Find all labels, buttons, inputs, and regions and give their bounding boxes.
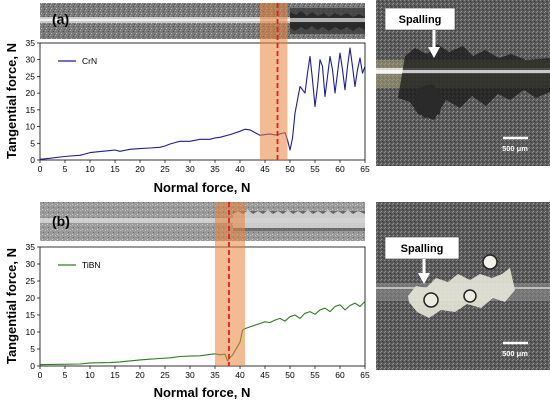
- x-tick-label: 45: [260, 370, 270, 380]
- x-tick-label: 55: [310, 370, 320, 380]
- plot-area-a: CrN 0 5 10 15 20 25 30 35 40 45 50 55 60 65 0 5 10 15 20 25 3…: [26, 38, 370, 174]
- y-tick-label: 5: [30, 344, 35, 354]
- x-tick-label: 30: [185, 370, 195, 380]
- y-tick-label: 35: [26, 38, 36, 48]
- x-tick-label: 10: [85, 164, 95, 174]
- y-tick-label: 15: [26, 310, 36, 320]
- x-tick-label: 60: [335, 164, 345, 174]
- legend-label-tibn: TiBN: [82, 260, 101, 270]
- critical-load-band-a: [260, 3, 288, 160]
- x-tick-label: 5: [63, 370, 68, 380]
- x-tick-label: 65: [360, 370, 370, 380]
- x-tick-label: 25: [160, 164, 170, 174]
- panel-label-b: (b): [52, 213, 70, 229]
- x-tick-label: 55: [310, 164, 320, 174]
- scratch-track-a: [40, 3, 365, 39]
- x-tick-label: 5: [63, 164, 68, 174]
- y-axis-label-a: Tangential force, N: [4, 43, 19, 159]
- micrograph-a: Spalling 500 μm: [376, 0, 550, 166]
- x-axis-label-a: Normal force, N: [154, 180, 251, 195]
- y-tick-label: 15: [26, 105, 36, 115]
- legend-label-crn: CrN: [82, 56, 97, 66]
- x-tick-label: 20: [135, 164, 145, 174]
- x-tick-label: 0: [38, 164, 43, 174]
- scale-bar-label-a: 500 μm: [502, 144, 528, 153]
- y-tick-label: 5: [30, 138, 35, 148]
- y-tick-label: 20: [26, 88, 36, 98]
- x-tick-label: 65: [360, 164, 370, 174]
- panel-a: (a) CrN 0 5 10 15 20 25 30 35 40 45 50 55 60 65 0 5 10 15 2…: [4, 0, 550, 195]
- x-tick-label: 0: [38, 370, 43, 380]
- panel-label-a: (a): [52, 11, 69, 27]
- y-tick-label: 20: [26, 293, 36, 303]
- spalling-label-b: Spalling: [401, 243, 444, 255]
- y-tick-label: 25: [26, 71, 36, 81]
- y-axis-label-b: Tangential force, N: [4, 248, 19, 364]
- x-axis-label-b: Normal force, N: [154, 385, 251, 400]
- micrograph-b: Spalling 500 μm: [376, 202, 550, 370]
- spalling-label-a: Spalling: [399, 14, 442, 26]
- y-tick-label: 25: [26, 276, 36, 286]
- critical-load-band-b: [215, 202, 245, 366]
- x-tick-label: 40: [235, 164, 245, 174]
- x-tick-label: 30: [185, 164, 195, 174]
- x-tick-label: 60: [335, 370, 345, 380]
- x-tick-label: 25: [160, 370, 170, 380]
- plot-frame-b: [39, 246, 366, 367]
- scale-bar-label-b: 500 μm: [502, 349, 528, 358]
- y-tick-label: 30: [26, 55, 36, 65]
- x-tick-label: 10: [85, 370, 95, 380]
- x-tick-label: 50: [285, 370, 295, 380]
- x-tick-label: 45: [260, 164, 270, 174]
- scratch-track-b: [40, 202, 365, 241]
- x-tick-label: 15: [110, 370, 120, 380]
- y-tick-label: 35: [26, 242, 36, 252]
- panel-b: (b) TiBN 0 5 10 15 20 25 30 35 40 45 50 55 60 65 0 5 10 15…: [4, 202, 550, 400]
- x-tick-label: 20: [135, 370, 145, 380]
- x-tick-label: 35: [210, 370, 220, 380]
- y-tick-label: 10: [26, 327, 36, 337]
- y-tick-label: 0: [30, 361, 35, 371]
- y-tick-label: 30: [26, 259, 36, 269]
- x-tick-label: 40: [235, 370, 245, 380]
- y-tick-label: 0: [30, 155, 35, 165]
- x-tick-label: 15: [110, 164, 120, 174]
- x-tick-label: 50: [285, 164, 295, 174]
- y-tick-label: 10: [26, 122, 36, 132]
- x-tick-label: 35: [210, 164, 220, 174]
